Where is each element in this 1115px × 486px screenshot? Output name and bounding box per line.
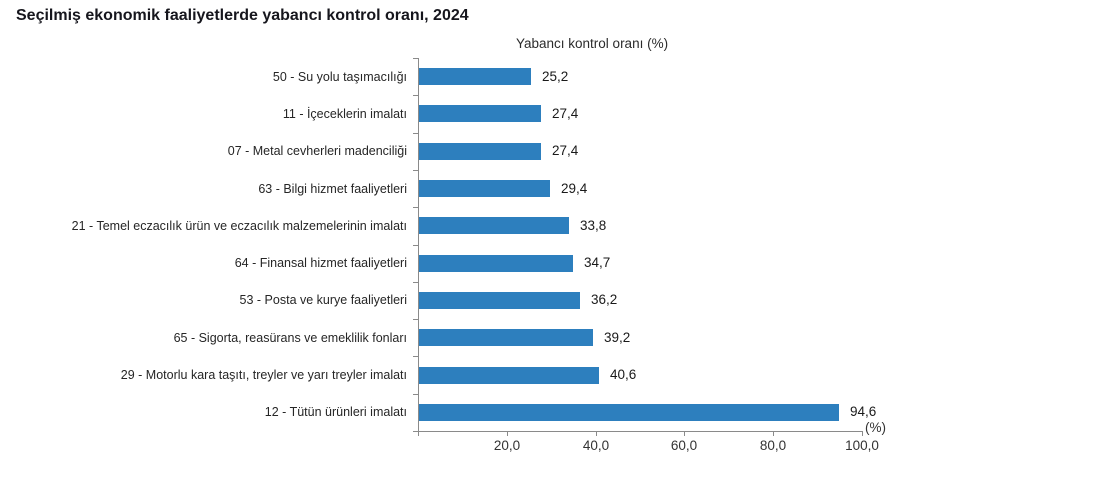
category-label: 29 - Motorlu kara taşıtı, treyler ve yar… [120,368,407,382]
bar-value-label: 40,6 [610,367,637,382]
x-axis-tick [596,431,597,436]
category-label: 50 - Su yolu taşımacılığı [272,70,407,84]
bar-value-label: 25,2 [542,69,569,84]
x-axis-tick-label: 20,0 [493,438,521,453]
x-axis-tick [507,431,508,436]
y-axis-tick [413,431,418,432]
x-axis-tick [773,431,774,436]
bar-value-label: 33,8 [580,218,607,233]
bar [419,68,531,85]
y-axis-tick [413,207,418,208]
y-axis-tick [413,133,418,134]
x-axis-tick-label: 60,0 [670,438,698,453]
category-label: 11 - İçeceklerin imalatı [282,107,407,121]
y-axis-tick [413,319,418,320]
bar-value-label: 29,4 [561,181,588,196]
bar-value-label: 36,2 [591,292,618,307]
bar-value-label: 27,4 [552,106,579,121]
chart-title: Seçilmiş ekonomik faaliyetlerde yabancı … [16,7,469,24]
x-axis-tick [862,431,863,436]
x-axis-tick [418,431,419,436]
bar [419,292,580,309]
bar-value-label: 34,7 [584,255,611,270]
bar [419,217,569,234]
y-axis-line [418,58,419,432]
bar-value-label: 27,4 [552,143,579,158]
bar [419,404,839,421]
category-label: 12 - Tütün ürünleri imalatı [264,405,407,419]
y-axis-tick [413,95,418,96]
y-axis-tick [413,245,418,246]
category-label: 21 - Temel eczacılık ürün ve eczacılık m… [71,219,407,233]
x-axis-tick-label: 100,0 [845,438,879,453]
x-axis-unit-label: (%) [865,420,886,435]
category-label: 65 - Sigorta, reasürans ve emeklilik fon… [173,331,407,345]
bar-value-label: 94,6 [850,404,877,419]
bar-value-label: 39,2 [604,330,631,345]
bar [419,143,541,160]
y-axis-tick [413,58,418,59]
y-axis-tick [413,170,418,171]
category-label: 63 - Bilgi hizmet faaliyetleri [258,182,407,196]
bar [419,255,573,272]
x-axis-tick-label: 40,0 [582,438,610,453]
category-label: 07 - Metal cevherleri madenciliği [227,144,407,158]
y-axis-tick [413,394,418,395]
x-axis-line [418,431,863,432]
bar [419,105,541,122]
bar [419,367,599,384]
x-axis-tick [684,431,685,436]
category-label: 64 - Finansal hizmet faaliyetleri [234,256,407,270]
bar [419,329,593,346]
category-label: 53 - Posta ve kurye faaliyetleri [239,293,407,307]
value-axis-title: Yabancı kontrol oranı (%) [516,36,669,51]
x-axis-tick-label: 80,0 [759,438,787,453]
y-axis-tick [413,282,418,283]
y-axis-tick [413,356,418,357]
bar [419,180,550,197]
